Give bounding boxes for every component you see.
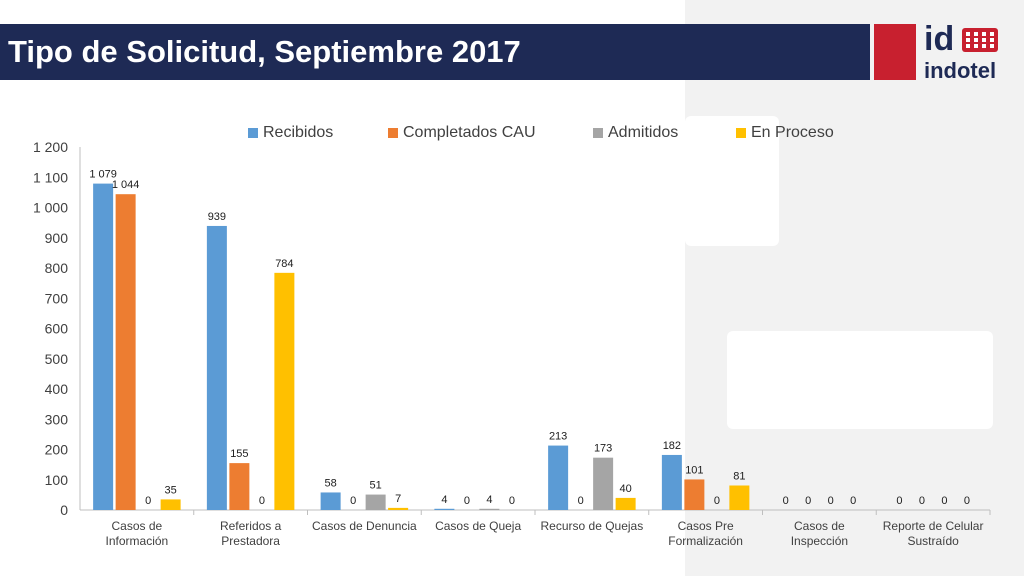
bar	[684, 479, 705, 510]
data-label: 0	[850, 495, 856, 507]
data-label: 4	[486, 494, 492, 506]
data-label: 1 079	[89, 169, 117, 181]
data-label: 81	[733, 470, 745, 482]
x-tick-label: Casos de Inspección	[791, 519, 848, 548]
data-label: 173	[594, 443, 612, 455]
data-label: 0	[919, 495, 925, 507]
y-tick-label: 0	[60, 502, 68, 518]
y-tick-label: 300	[45, 411, 69, 427]
bar	[729, 485, 750, 510]
data-label: 35	[165, 484, 177, 496]
y-tick-label: 1 100	[33, 169, 68, 185]
data-label: 0	[509, 495, 515, 507]
y-tick-label: 700	[45, 290, 69, 306]
data-label: 0	[783, 495, 789, 507]
legend-item: En Proceso	[736, 124, 834, 142]
y-tick-label: 1 000	[33, 200, 68, 216]
legend-label: Completados CAU	[403, 124, 536, 141]
data-label: 0	[145, 495, 151, 507]
y-tick-label: 1 200	[33, 139, 68, 155]
legend-label: Recibidos	[263, 124, 334, 141]
y-tick-label: 100	[45, 472, 69, 488]
legend-swatch	[736, 128, 746, 138]
data-label: 939	[208, 211, 226, 223]
y-tick-label: 400	[45, 381, 69, 397]
data-label: 0	[714, 495, 720, 507]
legend-label: En Proceso	[751, 124, 834, 141]
y-tick-label: 500	[45, 351, 69, 367]
data-label: 1 044	[112, 179, 140, 191]
x-tick-label: Referidos a Prestadora	[220, 519, 282, 548]
bar	[206, 225, 227, 510]
page-title: Tipo de Solicitud, Septiembre 2017	[8, 34, 521, 69]
bar	[320, 492, 341, 510]
logo-id-text: id	[924, 24, 954, 58]
x-tick-label: Casos de Queja	[435, 519, 521, 533]
title-bar: Tipo de Solicitud, Septiembre 2017	[0, 24, 870, 80]
data-label: 40	[620, 483, 632, 495]
legend-label: Admitidos	[608, 124, 679, 141]
bar	[160, 499, 181, 510]
data-label: 7	[395, 493, 401, 505]
bar	[274, 272, 295, 510]
logo-red-block	[874, 24, 916, 80]
bar	[229, 463, 250, 510]
bar	[615, 497, 636, 510]
data-label: 784	[275, 258, 293, 270]
data-label: 0	[464, 495, 470, 507]
x-tick-label: Casos de Denuncia	[312, 519, 417, 533]
legend-swatch	[388, 128, 398, 138]
legend-swatch	[593, 128, 603, 138]
data-label: 0	[964, 495, 970, 507]
background-card	[727, 331, 993, 429]
y-tick-label: 600	[45, 321, 69, 337]
x-tick-label: Reporte de Celular Sustraído	[883, 519, 984, 548]
y-tick-label: 200	[45, 442, 69, 458]
data-label: 58	[325, 477, 337, 489]
x-tick-label: Casos de Información	[106, 519, 169, 548]
data-label: 0	[578, 495, 584, 507]
logo-keypad-icon	[962, 28, 998, 52]
data-label: 4	[441, 494, 447, 506]
data-label: 0	[896, 495, 902, 507]
legend-swatch	[248, 128, 258, 138]
data-label: 51	[370, 480, 382, 492]
data-label: 0	[259, 495, 265, 507]
bar	[434, 508, 455, 510]
legend-item: Admitidos	[593, 124, 678, 142]
data-label: 0	[350, 495, 356, 507]
data-label: 155	[230, 448, 248, 460]
background-card	[685, 116, 779, 246]
y-tick-label: 900	[45, 230, 69, 246]
bar	[661, 454, 682, 510]
data-label: 0	[805, 495, 811, 507]
indotel-logo: id indotel	[874, 24, 998, 82]
data-label: 0	[941, 495, 947, 507]
bar	[115, 194, 136, 510]
bar	[93, 183, 114, 510]
bar	[548, 445, 569, 510]
bar	[388, 507, 409, 510]
legend-item: Completados CAU	[388, 124, 536, 142]
bar	[479, 508, 500, 510]
bar	[593, 457, 614, 510]
logo-indotel-text: indotel	[924, 58, 996, 82]
bar	[365, 494, 386, 510]
data-label: 0	[828, 495, 834, 507]
legend-item: Recibidos	[248, 124, 333, 142]
x-tick-label: Recurso de Quejas	[541, 519, 644, 533]
data-label: 213	[549, 431, 567, 443]
data-label: 101	[685, 464, 703, 476]
background-panel	[685, 0, 1024, 576]
y-tick-label: 800	[45, 260, 69, 276]
data-label: 182	[663, 440, 681, 452]
x-tick-label: Casos Pre Formalización	[668, 519, 743, 548]
